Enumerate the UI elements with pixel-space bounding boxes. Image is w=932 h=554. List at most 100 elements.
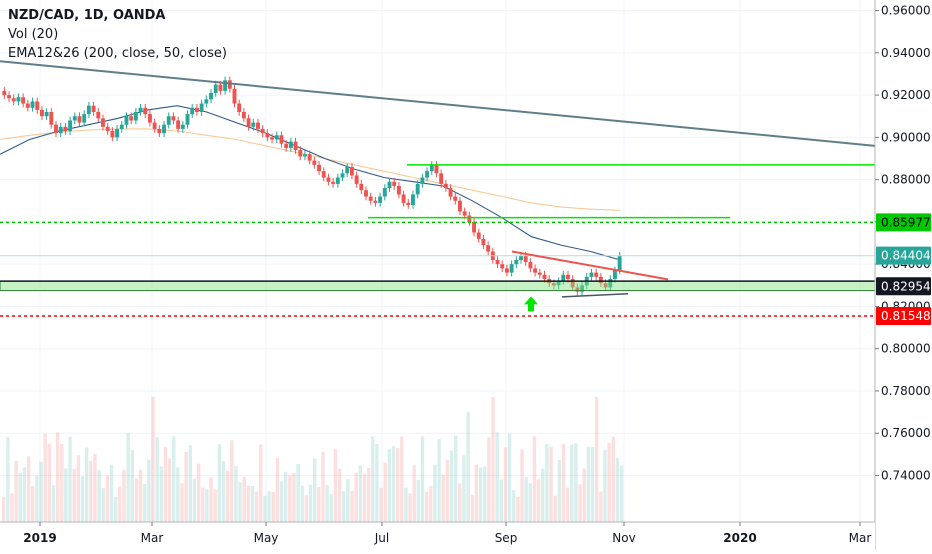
- candle-body: [298, 150, 303, 157]
- volume-bar: [507, 433, 512, 522]
- candle-body: [260, 128, 265, 134]
- volume-bar: [138, 469, 143, 522]
- candle-body: [143, 107, 148, 115]
- volume-bar: [429, 486, 433, 522]
- volume-bar: [371, 436, 375, 522]
- volume-bar: [155, 437, 159, 522]
- candle-body: [30, 101, 35, 108]
- volume-bar: [375, 443, 379, 522]
- volume-bar: [10, 493, 14, 522]
- candle-body: [373, 200, 378, 203]
- volume-bar: [574, 443, 578, 522]
- chart-legend: NZD/CAD, 1D, OANDA Vol (20) EMA12&26 (20…: [8, 6, 227, 63]
- volume-bar: [225, 470, 230, 522]
- candle-body: [500, 264, 505, 269]
- candle-body: [77, 116, 82, 123]
- candle-body: [2, 90, 7, 96]
- candle-body: [58, 126, 63, 134]
- candle-body: [467, 215, 472, 222]
- volume-bar: [142, 483, 147, 522]
- volume-bar: [271, 491, 275, 522]
- volume-bar: [313, 458, 317, 522]
- candle-body: [420, 177, 425, 184]
- volume-bar: [147, 459, 151, 522]
- candle-body: [340, 173, 345, 178]
- volume-bar: [561, 443, 566, 522]
- volume-bar: [68, 436, 72, 522]
- volume-bar: [325, 485, 329, 522]
- candle-body: [575, 287, 580, 292]
- volume-bar: [565, 487, 570, 522]
- candle-body: [603, 283, 608, 288]
- price-tag: [876, 306, 931, 325]
- candle-body: [411, 194, 415, 205]
- candle-body: [364, 190, 368, 197]
- price-tag-label: 0.82954: [881, 279, 931, 293]
- candle-body: [349, 166, 354, 176]
- candle-body: [331, 181, 336, 184]
- volume-bar: [84, 447, 89, 522]
- candle-body: [476, 232, 481, 239]
- candle-body: [458, 200, 462, 212]
- legend-volume[interactable]: Vol (20): [8, 27, 59, 42]
- candle-body: [415, 183, 420, 195]
- candle-body: [227, 80, 232, 89]
- legend-ema[interactable]: EMA12&26 (200, close, 50, close): [8, 46, 227, 61]
- volume-bar: [192, 478, 197, 522]
- volume-bar: [101, 488, 105, 522]
- volume-bar: [246, 485, 251, 522]
- volume-bar: [333, 449, 338, 522]
- candle-body: [237, 103, 242, 113]
- candle-body: [354, 175, 359, 184]
- volume-bar: [39, 461, 43, 522]
- volume-bar: [14, 460, 18, 522]
- candle-body: [279, 135, 284, 144]
- volume-bar: [126, 432, 130, 522]
- time-axis-label: Mar: [849, 531, 872, 545]
- volume-bar: [267, 491, 271, 522]
- volume-bar: [615, 457, 620, 522]
- volume-bar: [545, 444, 549, 522]
- candle-body: [204, 99, 209, 104]
- descending-red-line: [511, 250, 669, 281]
- legend-symbol[interactable]: NZD/CAD, 1D, OANDA: [8, 8, 166, 23]
- volume-bar: [536, 479, 541, 522]
- candle-body: [556, 281, 561, 286]
- volume-bar: [167, 458, 172, 522]
- volume-bar: [512, 490, 516, 522]
- candle-body: [199, 103, 204, 113]
- volume-bar: [288, 475, 292, 522]
- volume-bar: [188, 445, 192, 522]
- candle-body: [11, 98, 16, 102]
- candle-body: [157, 128, 162, 134]
- price-tag: [876, 277, 931, 296]
- volume-bar: [449, 450, 454, 522]
- candle-body: [54, 124, 58, 134]
- volume-bar: [603, 450, 607, 522]
- volume-bar: [416, 479, 421, 522]
- candle-body: [180, 124, 185, 129]
- volume-bar: [317, 486, 321, 522]
- candle-body: [472, 221, 476, 233]
- price-axis-label: 0.76000: [881, 426, 931, 440]
- support-zone: [0, 280, 876, 292]
- volume-bar: [292, 473, 296, 522]
- volume-bar: [350, 490, 354, 522]
- volume-bar: [72, 468, 76, 522]
- candle-body: [392, 181, 397, 186]
- long-trendline: [0, 60, 876, 147]
- volume-bar: [611, 436, 615, 522]
- candle-body: [561, 274, 566, 282]
- volume-bar: [6, 437, 10, 522]
- volume-bar: [586, 446, 591, 522]
- volume-bar: [528, 483, 533, 522]
- volume-bar: [89, 460, 93, 522]
- volume-bar: [354, 472, 358, 522]
- candle-body: [82, 114, 87, 123]
- candle-body: [439, 173, 444, 184]
- candle-body: [223, 80, 228, 91]
- candle-body: [176, 120, 181, 129]
- volume-bar: [159, 466, 163, 522]
